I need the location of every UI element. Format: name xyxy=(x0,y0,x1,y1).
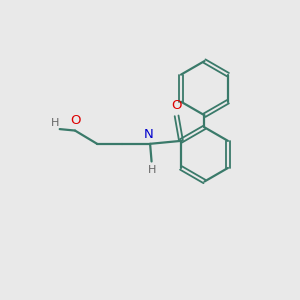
Text: H: H xyxy=(147,165,156,175)
Text: H: H xyxy=(51,118,59,128)
Text: N: N xyxy=(144,128,154,142)
Text: O: O xyxy=(70,114,80,127)
Text: O: O xyxy=(171,99,182,112)
